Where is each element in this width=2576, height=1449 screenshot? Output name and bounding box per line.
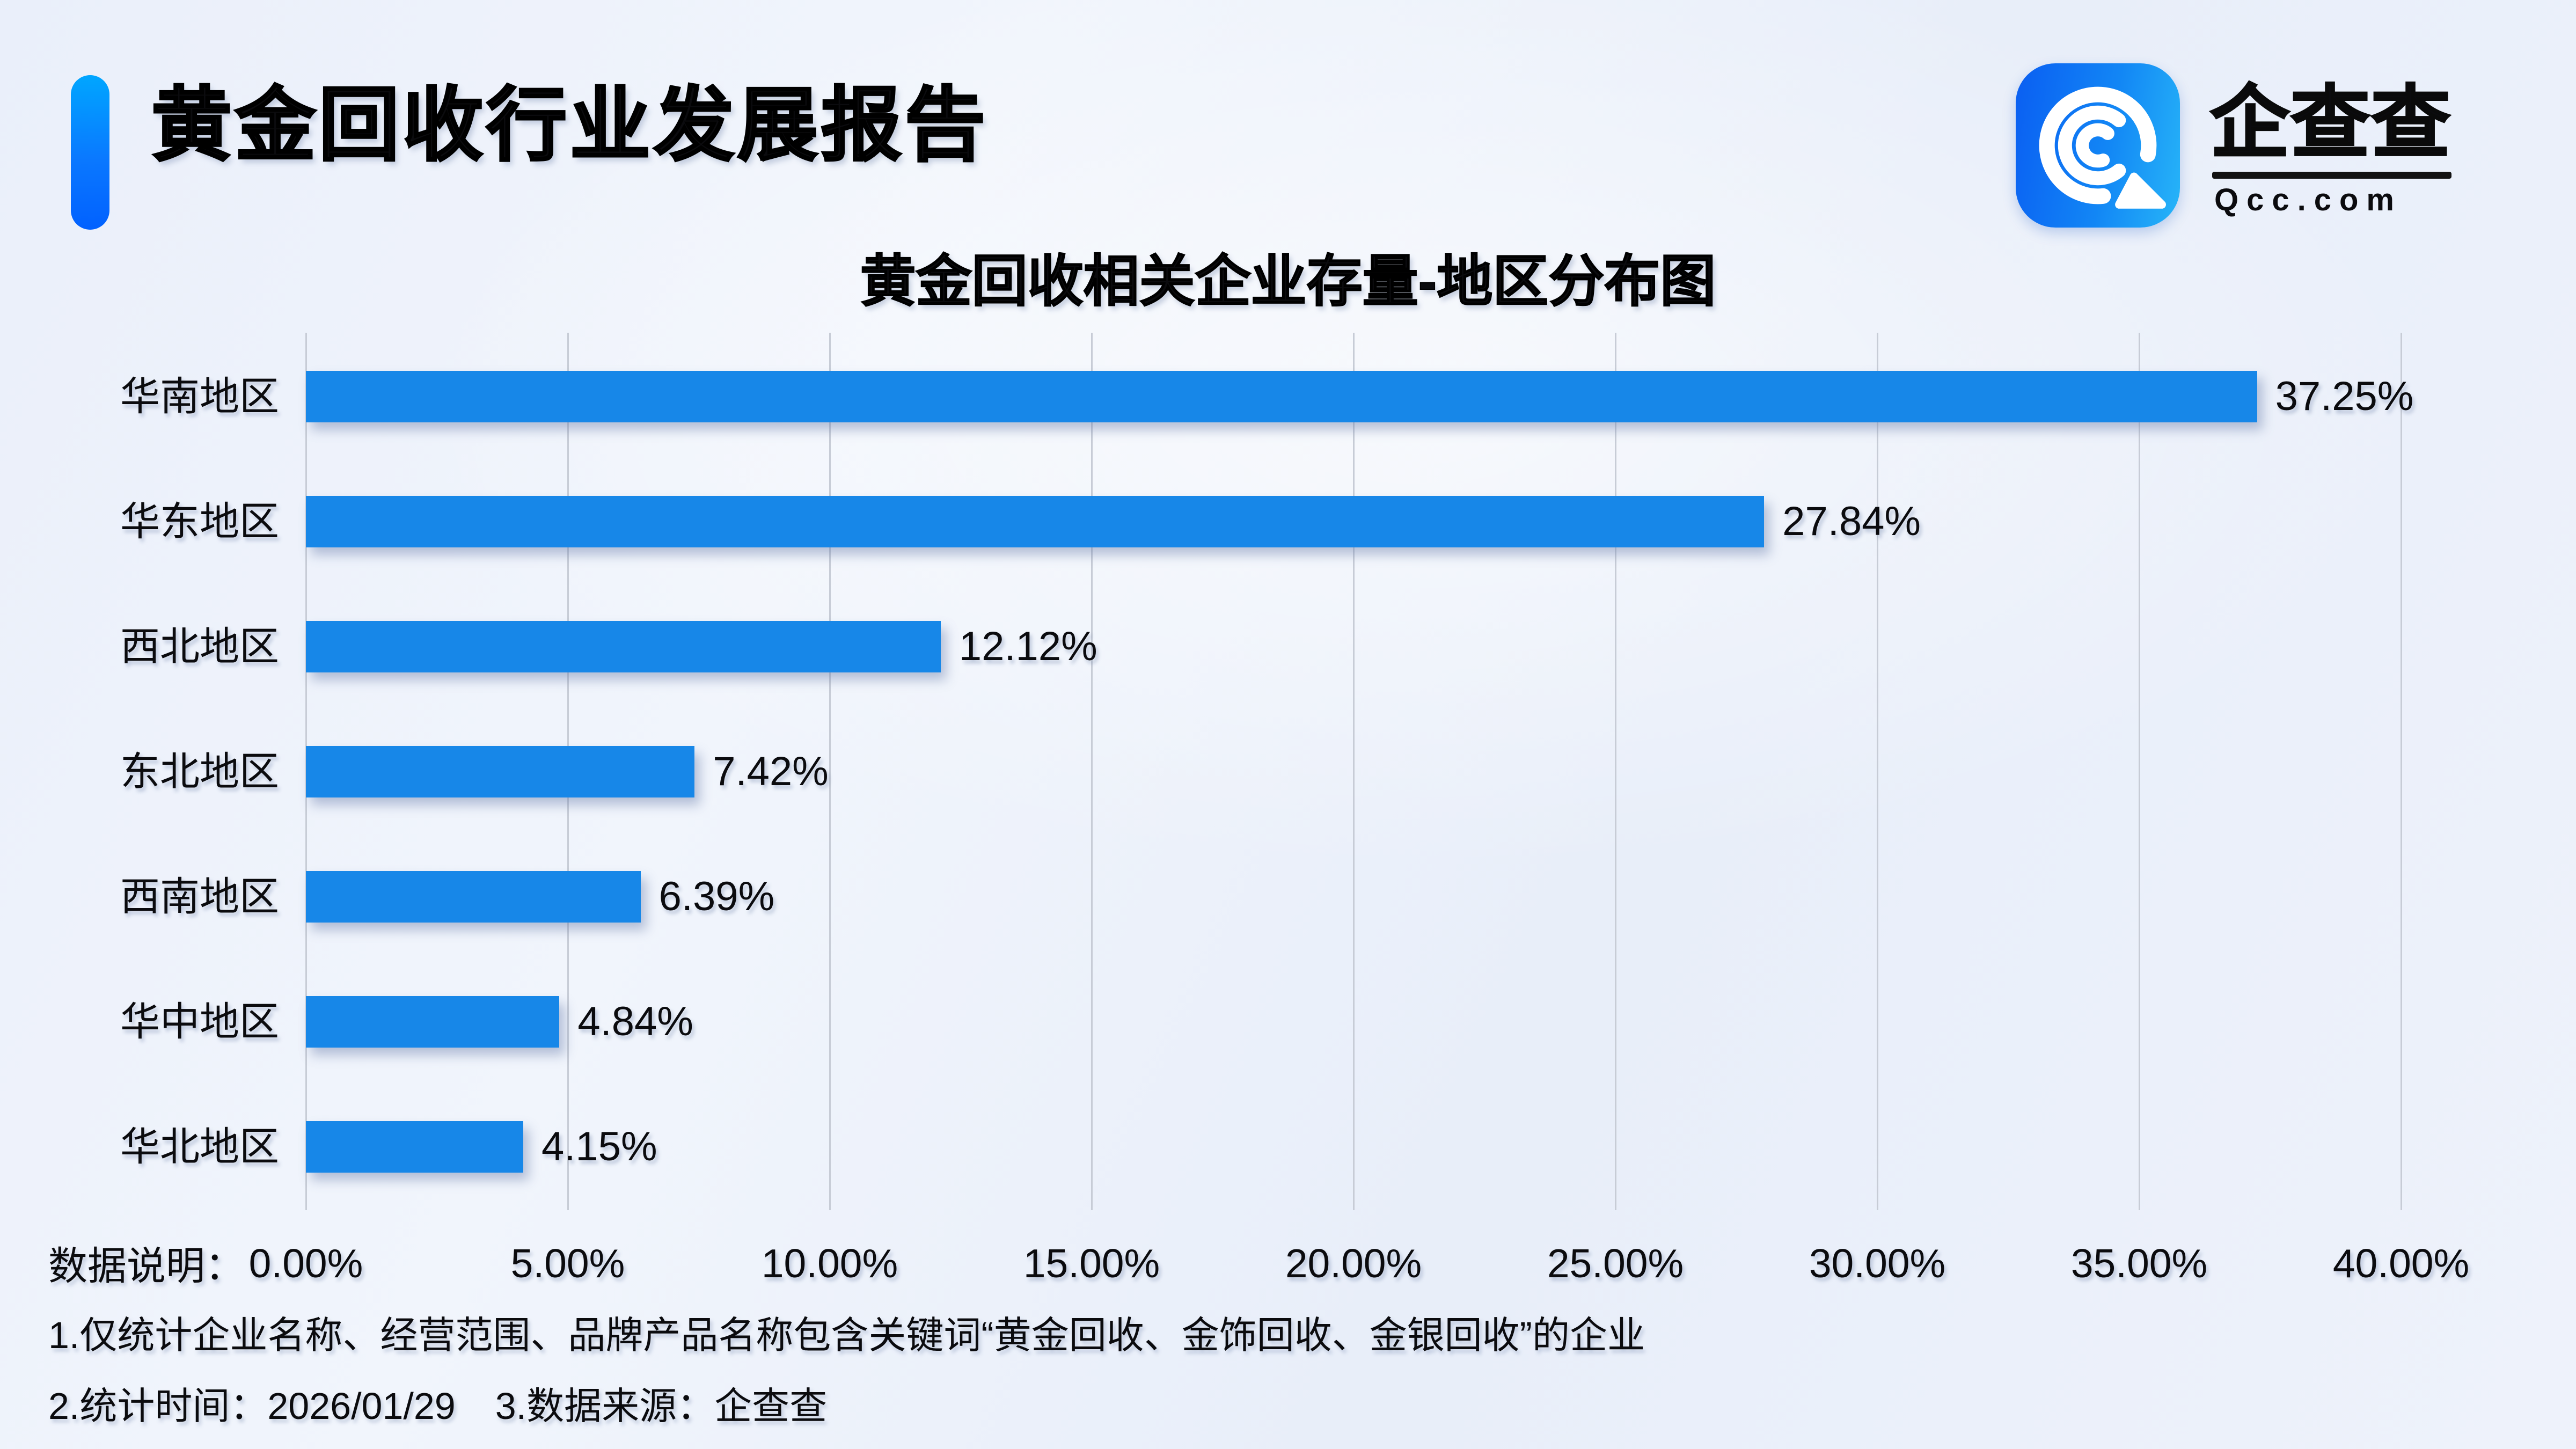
value-label: 6.39% (658, 874, 775, 919)
category-label: 西北地区 (120, 624, 279, 669)
page-title: 黄金回收行业发展报告 (150, 80, 989, 170)
bar (306, 996, 560, 1048)
value-label: 27.84% (1782, 499, 1921, 544)
bar (306, 1121, 524, 1173)
value-label: 37.25% (2275, 374, 2414, 419)
x-tick-label: 10.00% (761, 1241, 898, 1286)
x-tick-label: 30.00% (1809, 1241, 1946, 1286)
footnote-meta: 2.统计时间：2026/01/29 3.数据来源：企查查 (48, 1385, 827, 1428)
bar-row: 华东地区 27.84% (0, 496, 2576, 547)
footnote-scope: 1.仅统计企业名称、经营范围、品牌产品名称包含关键词“黄金回收、金饰回收、金银回… (48, 1314, 1645, 1356)
gridline (2139, 333, 2140, 1210)
x-tick-label: 15.00% (1023, 1241, 1160, 1286)
category-label: 华东地区 (120, 499, 279, 544)
bar-row: 华南地区 37.25% (0, 371, 2576, 422)
bar-row: 西北地区 12.12% (0, 621, 2576, 672)
x-tick-label: 35.00% (2070, 1241, 2208, 1286)
x-tick-label: 25.00% (1547, 1241, 1684, 1286)
qcc-logo-name: 企查查 (2209, 79, 2451, 167)
gridline (1091, 333, 1093, 1210)
gridline (1615, 333, 1616, 1210)
bar (306, 496, 1765, 547)
category-label: 华南地区 (120, 374, 279, 419)
category-label: 华中地区 (120, 999, 279, 1044)
category-label: 华北地区 (120, 1124, 279, 1169)
qcc-spiral-q-icon (2039, 86, 2166, 209)
qcc-logo-icon (2016, 63, 2180, 228)
value-label: 4.84% (577, 999, 693, 1044)
bar (306, 371, 2257, 422)
category-label: 东北地区 (120, 749, 279, 794)
x-tick-label: 40.00% (2332, 1241, 2470, 1286)
value-label: 7.42% (713, 749, 829, 794)
bar-row: 华中地区 4.84% (0, 996, 2576, 1048)
x-tick-label: 20.00% (1285, 1241, 1422, 1286)
value-label: 4.15% (541, 1124, 657, 1169)
footnote-source: 3.数据来源：企查查 (495, 1385, 828, 1427)
qcc-logo-domain: Qcc.com (2214, 182, 2402, 217)
title-accent-bar (71, 75, 109, 230)
bar-row: 华北地区 4.15% (0, 1121, 2576, 1173)
x-tick-label: 5.00% (510, 1241, 625, 1286)
value-label: 12.12% (958, 624, 1097, 669)
chart-title: 黄金回收相关企业存量-地区分布图 (860, 251, 1717, 313)
bar-row: 东北地区 7.42% (0, 746, 2576, 797)
bar (306, 621, 941, 672)
gridline (1877, 333, 1878, 1210)
footer-data-note-label: 数据说明： (48, 1245, 244, 1288)
gridline (829, 333, 831, 1210)
bar-row: 西南地区 6.39% (0, 871, 2576, 923)
x-tick-label: 0.00% (248, 1241, 363, 1286)
qcc-logo-underline (2212, 172, 2451, 179)
bar (306, 746, 695, 797)
category-label: 西南地区 (120, 874, 279, 919)
bar (306, 871, 641, 923)
footnote-stat-time: 2.统计时间：2026/01/29 (48, 1385, 456, 1427)
gridline (1353, 333, 1355, 1210)
gridline (2401, 333, 2402, 1210)
